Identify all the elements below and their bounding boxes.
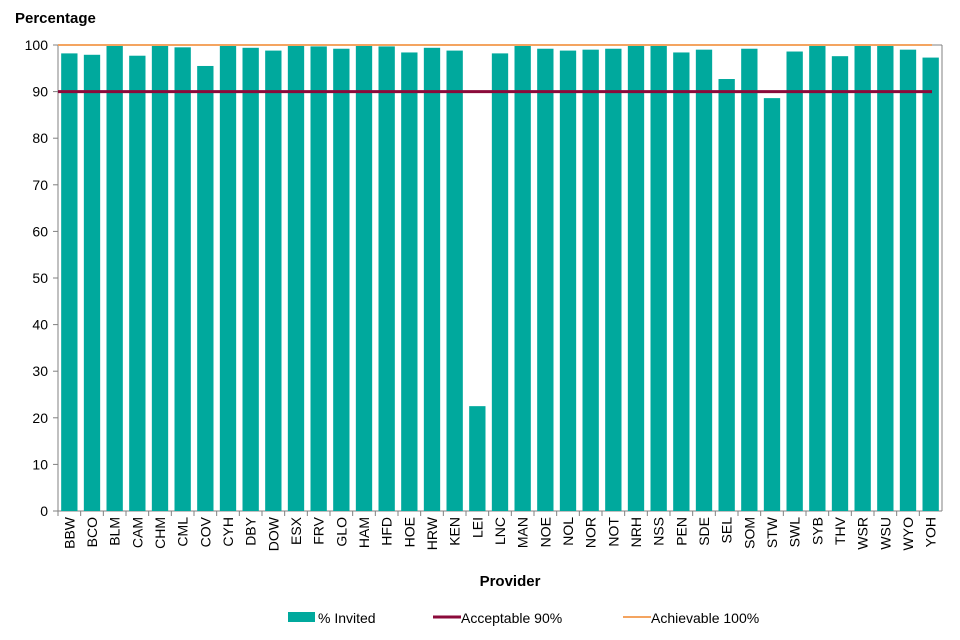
x-tick-label: CAM xyxy=(129,517,145,548)
bar xyxy=(174,47,191,512)
bar xyxy=(877,45,894,511)
legend-label-invited: % Invited xyxy=(318,610,376,626)
x-tick-label: NOL xyxy=(560,517,576,546)
x-tick-label: CML xyxy=(175,517,191,547)
bar xyxy=(151,45,169,511)
y-tick-label: 70 xyxy=(32,177,48,193)
bar xyxy=(922,57,939,511)
bar xyxy=(219,45,237,511)
x-tick-label: HFD xyxy=(379,517,395,546)
x-tick-label: SWL xyxy=(787,517,803,548)
x-tick-label: WYO xyxy=(900,517,916,551)
bar xyxy=(650,45,667,511)
bar xyxy=(129,55,146,512)
bar xyxy=(559,50,577,511)
x-tick-label: WSR xyxy=(855,517,871,550)
x-tick-label: YOH xyxy=(923,517,939,547)
x-tick-label: SDE xyxy=(696,517,712,546)
x-tick-label: BLM xyxy=(107,517,123,546)
bar xyxy=(355,45,373,511)
legend: % Invited Acceptable 90% Achievable 100% xyxy=(288,610,759,626)
x-tick-label: NRH xyxy=(628,517,644,547)
y-tick-label: 30 xyxy=(32,363,48,379)
y-tick-label: 10 xyxy=(32,456,48,472)
y-tick-label: 0 xyxy=(40,503,48,519)
bar xyxy=(491,53,509,511)
bar xyxy=(627,45,645,511)
x-tick-label: HRW xyxy=(424,516,440,550)
x-tick-label: GLO xyxy=(333,517,349,547)
y-tick-label: 20 xyxy=(32,410,48,426)
x-tick-label: THV xyxy=(832,516,848,545)
bar xyxy=(469,406,486,511)
bar xyxy=(763,98,781,512)
bar xyxy=(537,48,554,512)
x-tick-label: STW xyxy=(764,516,780,548)
x-tick-label: NOR xyxy=(583,517,599,548)
legend-swatch-invited xyxy=(288,612,315,622)
y-tick-label: 100 xyxy=(25,37,49,53)
bar xyxy=(899,49,917,511)
x-tick-label: SYB xyxy=(809,517,825,545)
x-tick-label: FRV xyxy=(311,516,327,544)
y-tick-label: 80 xyxy=(32,130,48,146)
bar xyxy=(265,50,282,511)
plot-area: 0 10 20 30 40 50 60 70 80 90 100 BBW BCO BLM CAM CHM CML… xyxy=(25,37,943,551)
x-tick-label: NOE xyxy=(537,517,553,547)
x-tick-label: HOE xyxy=(401,517,417,547)
x-tick-label: LNC xyxy=(492,517,508,545)
bar xyxy=(333,48,350,512)
x-tick-label: WSU xyxy=(877,517,893,550)
x-tick-label: MAN xyxy=(515,517,531,548)
legend-label-achievable: Achievable 100% xyxy=(651,610,759,626)
y-tick-label: 60 xyxy=(32,223,48,239)
bar xyxy=(106,45,123,511)
bar xyxy=(197,65,214,511)
x-tick-label: DBY xyxy=(243,516,259,545)
x-tick-label: LEI xyxy=(469,517,485,538)
x-tick-label: NOT xyxy=(605,517,621,547)
bar xyxy=(741,48,758,512)
bar xyxy=(718,79,735,511)
bar xyxy=(61,53,78,511)
bar xyxy=(514,45,531,511)
bar xyxy=(310,46,327,511)
x-tick-label: CYH xyxy=(220,517,236,547)
bar xyxy=(83,54,101,511)
x-tick-label: NSS xyxy=(651,517,667,546)
x-tick-label: CHM xyxy=(152,517,168,549)
bar xyxy=(582,49,599,511)
bar xyxy=(401,52,418,512)
x-tick-label: KEN xyxy=(447,517,463,546)
x-tick-label: HAM xyxy=(356,517,372,548)
x-tick-label: BCO xyxy=(84,517,100,547)
bar xyxy=(378,46,395,511)
bar xyxy=(242,47,259,512)
bar xyxy=(673,52,690,512)
bar xyxy=(446,50,463,511)
bar xyxy=(831,56,849,512)
x-tick-label: SOM xyxy=(741,517,757,549)
x-tick-label: DOW xyxy=(265,516,281,551)
y-tick-label: 90 xyxy=(32,84,48,100)
x-tick-label: BBW xyxy=(61,516,77,549)
bar xyxy=(605,48,622,512)
y-tick-label: 40 xyxy=(32,317,48,333)
bar xyxy=(287,45,305,511)
x-tick-label: ESX xyxy=(288,516,304,545)
bar xyxy=(854,45,871,511)
bar xyxy=(786,51,803,512)
bar xyxy=(423,47,441,512)
bar xyxy=(809,45,826,511)
x-axis-title: Provider xyxy=(480,573,541,590)
y-axis-title: Percentage xyxy=(15,10,96,27)
x-tick-label: COV xyxy=(197,516,213,547)
x-tick-label: SEL xyxy=(719,517,735,544)
x-tick-label: PEN xyxy=(673,517,689,546)
bar xyxy=(695,49,713,511)
y-tick-label: 50 xyxy=(32,270,48,286)
legend-label-acceptable: Acceptable 90% xyxy=(461,610,562,626)
